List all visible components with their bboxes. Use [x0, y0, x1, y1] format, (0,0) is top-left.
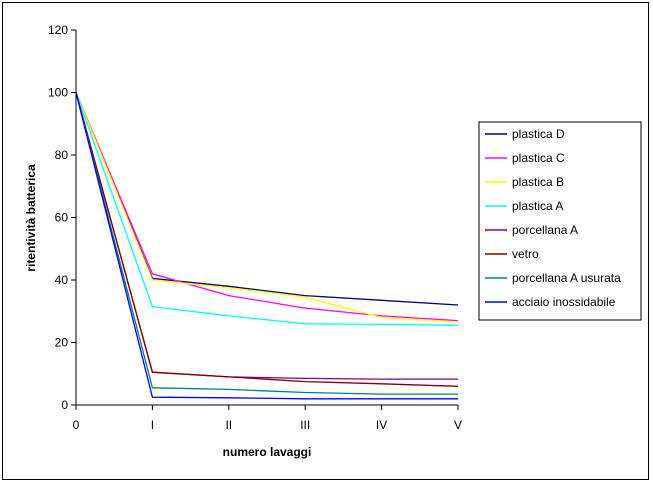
y-axis-ticks: 0 20 40 60 80 100 120: [48, 23, 76, 412]
legend-label: vetro: [512, 247, 539, 261]
legend: plastica D plastica C plastica B plastica A…: [478, 121, 642, 321]
legend-label: plastica C: [512, 151, 565, 165]
series-lines: [75, 92, 459, 400]
legend-label: plastica B: [512, 175, 564, 189]
series-line-7: [75, 92, 458, 400]
x-axis-title: numero lavaggi: [223, 445, 312, 459]
y-tick-label: 60: [55, 211, 69, 225]
series-line-0: [75, 92, 459, 306]
x-tick-label: II: [225, 418, 232, 432]
y-tick-label: 20: [55, 336, 69, 350]
legend-label: plastica A: [512, 199, 563, 213]
series-line-5: [75, 92, 459, 387]
x-tick-label: III: [300, 418, 310, 432]
y-tick-label: 120: [48, 23, 68, 37]
legend-label: porcellana A usurata: [512, 271, 621, 285]
legend-label: acciaio inossidabile: [512, 295, 616, 309]
x-tick-label: 0: [73, 418, 80, 432]
y-tick-label: 100: [48, 86, 68, 100]
series-line-4: [75, 92, 458, 380]
x-axis-ticks: 0 I II III IV V: [73, 405, 462, 432]
series-line-3: [75, 92, 459, 326]
legend-box: [478, 121, 642, 321]
x-tick-label: I: [151, 418, 154, 432]
series-line-6: [75, 92, 458, 395]
x-tick-label: V: [454, 418, 462, 432]
series-line-1: [75, 92, 459, 322]
x-tick-label: IV: [376, 418, 387, 432]
y-tick-label: 80: [55, 148, 69, 162]
legend-label: plastica D: [512, 127, 565, 141]
y-tick-label: 40: [55, 273, 69, 287]
y-axis-title: ritentività batterica: [24, 164, 38, 272]
series-line-2: [75, 92, 459, 323]
legend-label: porcellana A: [512, 223, 578, 237]
y-tick-label: 0: [61, 398, 68, 412]
